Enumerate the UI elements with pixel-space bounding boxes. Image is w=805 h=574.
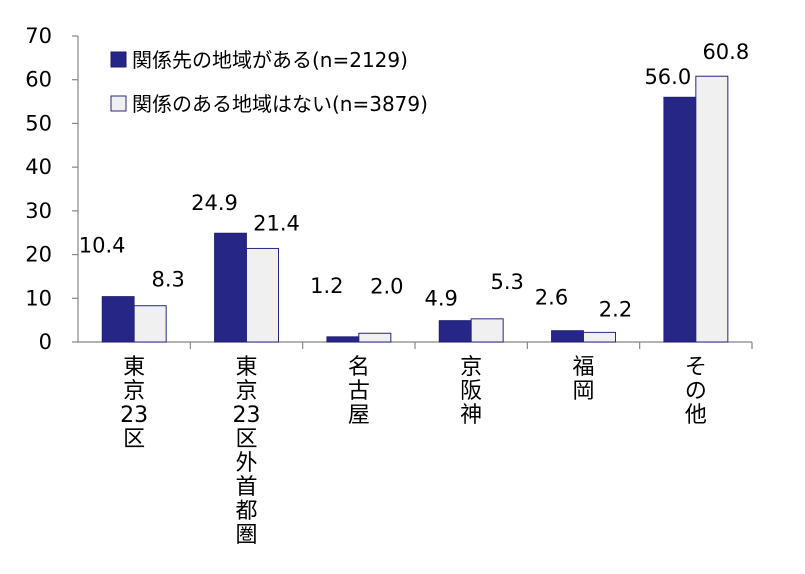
y-tick-label: 30 xyxy=(25,199,52,223)
bar-series-2 xyxy=(246,247,279,343)
y-ticks: 0 10 20 30 40 50 60 70 xyxy=(25,24,78,354)
y-tick-label: 0 xyxy=(39,330,52,354)
bar-series-2 xyxy=(133,305,167,343)
bars xyxy=(101,75,729,343)
data-label: 60.8 xyxy=(702,40,749,64)
x-tick-labels: 東京 23 区 東京 23 区外首都圏 名古屋 京阪神 福岡 その他 xyxy=(120,342,753,548)
legend-swatch xyxy=(110,95,127,112)
x-tick-label: 東京 23 区外首都圏 xyxy=(233,355,261,548)
data-label: 24.9 xyxy=(191,191,238,215)
x-tick-label: 東京 23 区 xyxy=(120,355,148,452)
data-label: 4.9 xyxy=(424,287,457,311)
data-label: 1.2 xyxy=(310,274,343,298)
data-label: 2.2 xyxy=(599,297,632,321)
data-label: 56.0 xyxy=(644,65,691,89)
x-tick-label: 京阪神 xyxy=(460,355,482,428)
x-tick-label: 名古屋 xyxy=(348,355,370,428)
bar-series-1 xyxy=(101,296,135,343)
bar-series-1 xyxy=(438,320,472,343)
legend-swatch xyxy=(110,51,127,68)
y-tick-label: 20 xyxy=(25,243,52,267)
bar-series-2 xyxy=(470,318,504,343)
bar-series-1 xyxy=(663,96,697,343)
bar-series-2 xyxy=(695,75,729,343)
data-label: 5.3 xyxy=(490,270,523,294)
legend-label: 関係先の地域がある(n=2129) xyxy=(132,48,408,72)
bar-series-1 xyxy=(326,336,360,343)
y-tick-label: 10 xyxy=(25,286,52,310)
data-label: 2.0 xyxy=(370,274,403,298)
data-labels: 10.4 8.3 24.9 21.4 1.2 2.0 4.9 5.3 2.6 2.2 56.0 60.… xyxy=(79,40,749,321)
data-label: 21.4 xyxy=(253,211,300,235)
y-tick-label: 70 xyxy=(25,24,52,48)
bar-series-2 xyxy=(358,332,392,343)
x-tick-label: 福岡 xyxy=(572,355,594,404)
data-label: 10.4 xyxy=(79,234,126,258)
bar-series-2 xyxy=(583,331,616,343)
y-tick-label: 60 xyxy=(25,68,52,92)
bar-series-1 xyxy=(214,232,247,343)
data-label: 8.3 xyxy=(151,268,184,292)
legend: 関係先の地域がある(n=2129) 関係のある地域はない(n=3879) xyxy=(110,48,428,116)
y-tick-label: 50 xyxy=(25,111,52,135)
x-tick-label: その他 xyxy=(685,355,707,428)
y-tick-label: 40 xyxy=(25,155,52,179)
bar-series-1 xyxy=(551,330,584,343)
data-label: 2.6 xyxy=(535,286,568,310)
legend-label: 関係のある地域はない(n=3879) xyxy=(132,92,428,116)
